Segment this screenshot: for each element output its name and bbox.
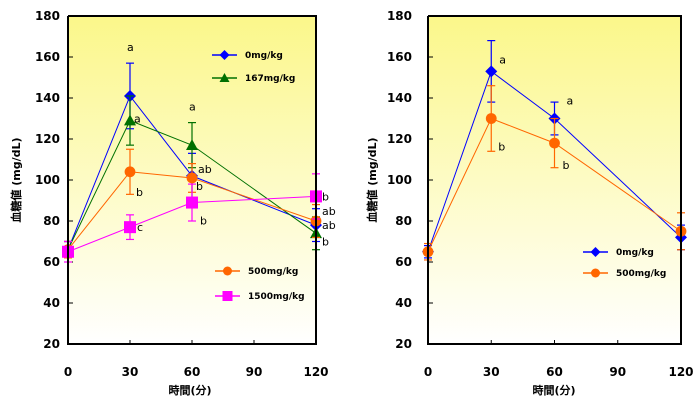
series-line [427,70,682,252]
y-tick-label: 60 [395,255,412,269]
legend-marker [590,247,601,257]
data-point [124,114,136,126]
significance-label: ab [322,205,336,218]
significance-label: b [498,141,505,154]
y-tick-label: 80 [395,214,412,228]
x-tick-label: 90 [246,365,263,379]
legend-label: 0mg/kg [245,51,283,61]
y-tick-label: 160 [387,50,412,64]
legend-label: 167mg/kg [245,74,295,84]
chart-1: 20 40 60 80 100 120 140 160 180 0 30 60 90 120 時間(分) 血糖… [9,9,336,397]
series-line [67,195,317,253]
y-tick-label: 100 [35,173,60,187]
legend-marker [223,266,232,276]
x-tick-label: 90 [609,365,626,379]
significance-label: b [322,235,329,248]
y-tick-label: 140 [387,91,412,105]
legend-marker [219,73,230,82]
y-tick-label: 100 [387,173,412,187]
y-tick-label: 120 [35,132,60,146]
significance-label: b [136,186,143,199]
y-tick-label: 20 [43,337,60,351]
axis-frame [67,15,317,345]
y-tick-label: 80 [43,214,60,228]
legend: 500mg/kg 1500mg/kg [215,266,305,302]
chart-2: 20 40 60 80 100 120 140 160 180 0 30 60 90 120 時間(分) 血糖… [365,9,694,397]
significance-label: a [567,95,574,108]
x-tick-label: 60 [546,365,563,379]
series-line [67,119,317,250]
y-tick-label: 140 [35,91,60,105]
significance-label: a [127,41,134,54]
y-tick-label: 60 [43,255,60,269]
data-point [124,221,136,234]
significance-label: ab [322,219,336,232]
significance-label: a [499,53,506,66]
significance-label: a [189,101,196,114]
y-tick-label: 180 [387,9,412,23]
legend-marker [591,268,600,278]
data-point [186,172,198,184]
data-point [186,139,198,150]
series-line [427,117,682,252]
significance-label: b [322,190,329,203]
data-point [124,166,136,178]
x-tick-label: 30 [122,365,139,379]
significance-label: b [196,180,203,193]
data-point [485,65,498,78]
y-tick-label: 120 [387,132,412,146]
significance-label: b [200,215,207,228]
x-tick-label: 60 [184,365,201,379]
data-point [186,196,198,209]
data-point [549,137,560,149]
legend-label: 0mg/kg [616,248,654,258]
axis-frame [427,15,682,345]
plot-area [428,16,681,344]
x-tick-label: 30 [483,365,500,379]
x-tick-label: 120 [303,365,328,379]
significance-label: ab [198,163,212,176]
y-tick-label: 180 [35,9,60,23]
y-tick-label: 40 [43,296,60,310]
legend: 0mg/kg 500mg/kg [583,247,666,279]
legend-label: 1500mg/kg [248,292,305,302]
y-axis-label: 血糖値 (mg/dL) [9,137,23,222]
legend-label: 500mg/kg [616,269,666,279]
x-tick-label: 120 [668,365,693,379]
legend-marker [222,291,233,301]
x-tick-label: 0 [424,365,432,379]
y-axis-label: 血糖値 (mg/dL) [365,137,379,222]
legend: 0mg/kg 167mg/kg [212,50,295,84]
series-1500mgkg: c b b [62,173,329,263]
y-tick-label: 40 [395,296,412,310]
y-tick-label: 20 [395,337,412,351]
series-line [67,94,317,250]
significance-label: b [563,159,570,172]
data-point [485,113,497,124]
y-tick-label: 160 [35,50,60,64]
legend-marker [219,50,230,60]
x-axis-label: 時間(分) [168,383,211,397]
significance-label: a [134,113,141,126]
legend-label: 500mg/kg [248,267,298,277]
significance-label: c [137,221,143,234]
x-tick-label: 0 [64,365,72,379]
x-axis-label: 時間(分) [532,383,575,397]
